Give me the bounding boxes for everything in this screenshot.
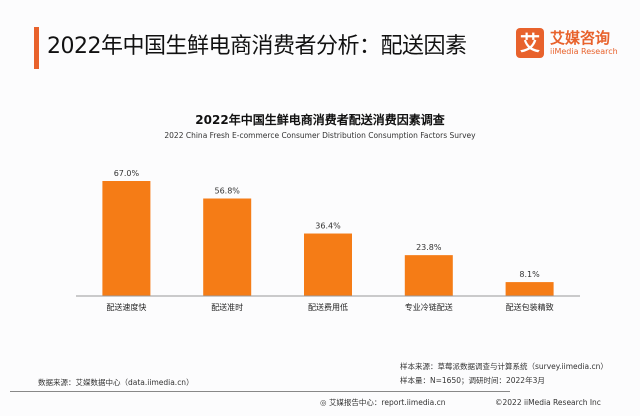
data-label: 8.1%: [519, 270, 540, 279]
data-label: 36.4%: [315, 222, 341, 231]
x-tick-label: 配送速度快: [106, 302, 146, 312]
logo-en: iiMedia Research: [550, 46, 618, 56]
bar: [203, 198, 252, 296]
x-tick-label: 配送包装精致: [506, 302, 554, 312]
logo-cn: 艾媒咨询: [550, 28, 611, 47]
bar: [505, 282, 554, 296]
sample-size: 样本量：N=1650；调研时间：2022年3月: [400, 376, 545, 385]
logo: 艾 艾媒咨询 iiMedia Research: [516, 28, 618, 58]
data-source: 数据来源：艾媒数据中心（data.iimedia.cn）: [38, 378, 194, 387]
report-center-text: 艾媒报告中心：report.iimedia.cn: [328, 398, 446, 407]
bar: [404, 255, 453, 296]
bar: [304, 233, 352, 296]
globe-icon: ◎: [320, 398, 329, 407]
data-label: 67.0%: [114, 169, 140, 178]
data-label: 23.8%: [416, 243, 442, 252]
data-label: 56.8%: [214, 187, 240, 196]
x-tick-label: 配送费用低: [308, 302, 348, 312]
logo-mark: 艾: [516, 28, 544, 58]
sample-source: 样本来源：草莓派数据调查与计算系统（survey.iimedia.cn）: [400, 362, 608, 371]
report-center: ◎ 艾媒报告中心：report.iimedia.cn: [320, 398, 446, 408]
x-tick-label: 配送准时: [211, 302, 243, 312]
copyright: ©2022 iiMedia Research Inc: [495, 398, 601, 407]
chart-title: 2022年中国生鲜电商消费者配送消费因素调查: [195, 113, 445, 127]
x-tick-label: 专业冷链配送: [405, 302, 453, 312]
page-title: 2022年中国生鲜电商消费者分析：配送因素: [47, 34, 467, 59]
bar: [102, 181, 151, 296]
title-accent-bar: [34, 27, 39, 69]
chart-subtitle: 2022 China Fresh E-commerce Consumer Dis…: [164, 131, 476, 140]
footer-divider: [10, 391, 510, 392]
